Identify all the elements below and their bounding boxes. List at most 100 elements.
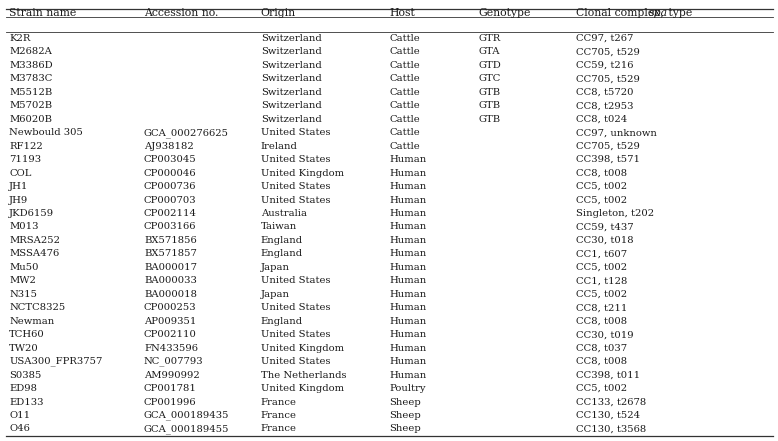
- Text: Switzerland: Switzerland: [261, 88, 321, 97]
- Text: Human: Human: [389, 290, 426, 299]
- Text: O46: O46: [9, 425, 30, 434]
- Text: CP000253: CP000253: [144, 303, 197, 312]
- Text: Human: Human: [389, 370, 426, 380]
- Text: Origin: Origin: [261, 8, 296, 18]
- Text: Cattle: Cattle: [389, 128, 420, 137]
- Text: MSSA476: MSSA476: [9, 250, 60, 258]
- Text: Cattle: Cattle: [389, 115, 420, 124]
- Text: CC1, t128: CC1, t128: [576, 277, 627, 285]
- Text: Human: Human: [389, 168, 426, 178]
- Text: CP003166: CP003166: [144, 223, 196, 232]
- Text: GTB: GTB: [478, 115, 500, 124]
- Text: Human: Human: [389, 182, 426, 191]
- Text: FN433596: FN433596: [144, 344, 198, 353]
- Text: GTR: GTR: [478, 34, 501, 43]
- Text: Human: Human: [389, 303, 426, 312]
- Text: CP000703: CP000703: [144, 195, 197, 205]
- Text: M3386D: M3386D: [9, 61, 53, 70]
- Text: Strain name: Strain name: [9, 8, 76, 18]
- Text: CC8, t008: CC8, t008: [576, 168, 627, 178]
- Text: Switzerland: Switzerland: [261, 75, 321, 83]
- Text: Newman: Newman: [9, 317, 54, 326]
- Text: Sheep: Sheep: [389, 425, 421, 434]
- Text: MRSA252: MRSA252: [9, 236, 61, 245]
- Text: CC705, t529: CC705, t529: [576, 75, 640, 83]
- Text: CC5, t002: CC5, t002: [576, 182, 627, 191]
- Text: Human: Human: [389, 344, 426, 353]
- Text: France: France: [261, 425, 296, 434]
- Text: United Kingdom: United Kingdom: [261, 168, 344, 178]
- Text: CP001781: CP001781: [144, 384, 197, 393]
- Text: Japan: Japan: [261, 290, 289, 299]
- Text: CC8, t008: CC8, t008: [576, 357, 627, 366]
- Text: CC5, t002: CC5, t002: [576, 195, 627, 205]
- Text: BX571857: BX571857: [144, 250, 197, 258]
- Text: Host: Host: [389, 8, 415, 18]
- Text: CC705, t529: CC705, t529: [576, 142, 640, 151]
- Text: ED133: ED133: [9, 397, 44, 407]
- Text: NCTC8325: NCTC8325: [9, 303, 65, 312]
- Text: COL: COL: [9, 168, 32, 178]
- Text: Human: Human: [389, 236, 426, 245]
- Text: type: type: [665, 8, 692, 18]
- Text: France: France: [261, 397, 296, 407]
- Text: CC5, t002: CC5, t002: [576, 263, 627, 272]
- Text: GTD: GTD: [478, 61, 501, 70]
- Text: GCA_000189435: GCA_000189435: [144, 411, 230, 420]
- Text: United States: United States: [261, 277, 330, 285]
- Text: CC8, t024: CC8, t024: [576, 115, 627, 124]
- Text: Japan: Japan: [261, 263, 289, 272]
- Text: MW2: MW2: [9, 277, 37, 285]
- Text: GCA_000276625: GCA_000276625: [144, 128, 229, 138]
- Text: GTB: GTB: [478, 101, 500, 110]
- Text: CC8, t2953: CC8, t2953: [576, 101, 633, 110]
- Text: England: England: [261, 236, 303, 245]
- Text: BA000018: BA000018: [144, 290, 197, 299]
- Text: M013: M013: [9, 223, 39, 232]
- Text: United States: United States: [261, 330, 330, 339]
- Text: CC59, t216: CC59, t216: [576, 61, 633, 70]
- Text: Newbould 305: Newbould 305: [9, 128, 83, 137]
- Text: Cattle: Cattle: [389, 101, 420, 110]
- Text: 71193: 71193: [9, 155, 41, 164]
- Text: France: France: [261, 411, 296, 420]
- Text: United States: United States: [261, 128, 330, 137]
- Text: CC1, t607: CC1, t607: [576, 250, 627, 258]
- Text: CP002110: CP002110: [144, 330, 197, 339]
- Text: Cattle: Cattle: [389, 34, 420, 43]
- Text: ED98: ED98: [9, 384, 37, 393]
- Text: Human: Human: [389, 250, 426, 258]
- Text: M5512B: M5512B: [9, 88, 53, 97]
- Text: Sheep: Sheep: [389, 411, 421, 420]
- Text: Cattle: Cattle: [389, 142, 420, 151]
- Text: Human: Human: [389, 277, 426, 285]
- Text: spa: spa: [649, 8, 668, 18]
- Text: The Netherlands: The Netherlands: [261, 370, 346, 380]
- Text: M5702B: M5702B: [9, 101, 52, 110]
- Text: BA000033: BA000033: [144, 277, 197, 285]
- Text: CC30, t019: CC30, t019: [576, 330, 633, 339]
- Text: United States: United States: [261, 195, 330, 205]
- Text: CC130, t3568: CC130, t3568: [576, 425, 646, 434]
- Text: JKD6159: JKD6159: [9, 209, 54, 218]
- Text: K2R: K2R: [9, 34, 30, 43]
- Text: Switzerland: Switzerland: [261, 115, 321, 124]
- Text: S0385: S0385: [9, 370, 42, 380]
- Text: Genotype: Genotype: [478, 8, 531, 18]
- Text: England: England: [261, 250, 303, 258]
- Text: United States: United States: [261, 303, 330, 312]
- Text: Human: Human: [389, 209, 426, 218]
- Text: Cattle: Cattle: [389, 88, 420, 97]
- Text: Accession no.: Accession no.: [144, 8, 219, 18]
- Text: United Kingdom: United Kingdom: [261, 384, 344, 393]
- Text: BX571856: BX571856: [144, 236, 197, 245]
- Text: RF122: RF122: [9, 142, 43, 151]
- Text: CP000046: CP000046: [144, 168, 197, 178]
- Text: CC130, t524: CC130, t524: [576, 411, 640, 420]
- Text: USA300_FPR3757: USA300_FPR3757: [9, 357, 103, 366]
- Text: Human: Human: [389, 357, 426, 366]
- Text: CP003045: CP003045: [144, 155, 197, 164]
- Text: England: England: [261, 317, 303, 326]
- Text: Cattle: Cattle: [389, 61, 420, 70]
- Text: CC5, t002: CC5, t002: [576, 290, 627, 299]
